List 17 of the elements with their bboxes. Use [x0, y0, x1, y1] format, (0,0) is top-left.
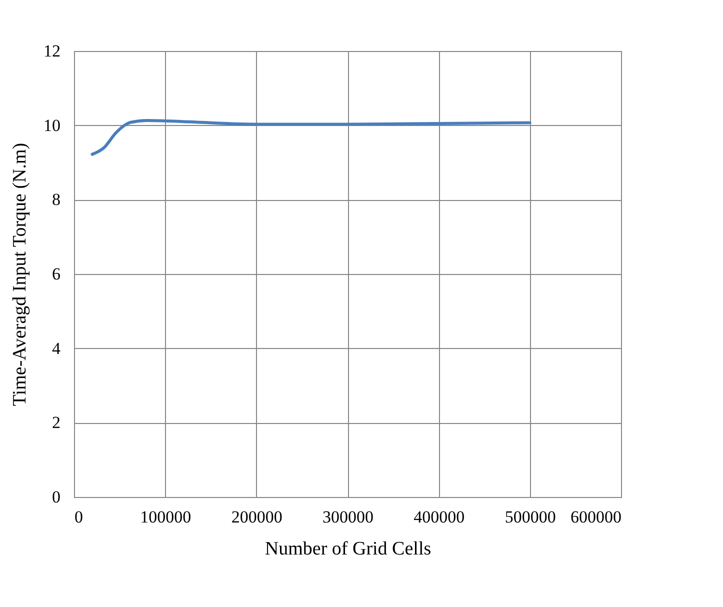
x-tick-label: 0 — [74, 508, 83, 526]
y-tick-label: 4 — [52, 338, 61, 358]
x-tick-label: 200000 — [231, 508, 282, 526]
line-series — [90, 119, 532, 156]
x-tick-label: 500000 — [504, 508, 556, 526]
y-tick-label: 0 — [52, 488, 60, 506]
x-tick-label: 100000 — [140, 508, 192, 526]
y-tick-label: 12 — [44, 42, 60, 60]
y-tick-label: 6 — [52, 264, 60, 284]
x-tick-label: 400000 — [414, 508, 465, 526]
x-tick-label: 600000 — [570, 508, 622, 526]
x-axis-title: Number of Grid Cells — [264, 538, 432, 560]
x-tick-label: 300000 — [322, 508, 374, 526]
y-tick-label: 8 — [52, 190, 60, 210]
y-tick-label: 10 — [44, 116, 60, 135]
y-axis-title: Time-Averagd Input Torque (N.m) — [10, 142, 30, 406]
y-tick-label: 2 — [52, 413, 60, 432]
